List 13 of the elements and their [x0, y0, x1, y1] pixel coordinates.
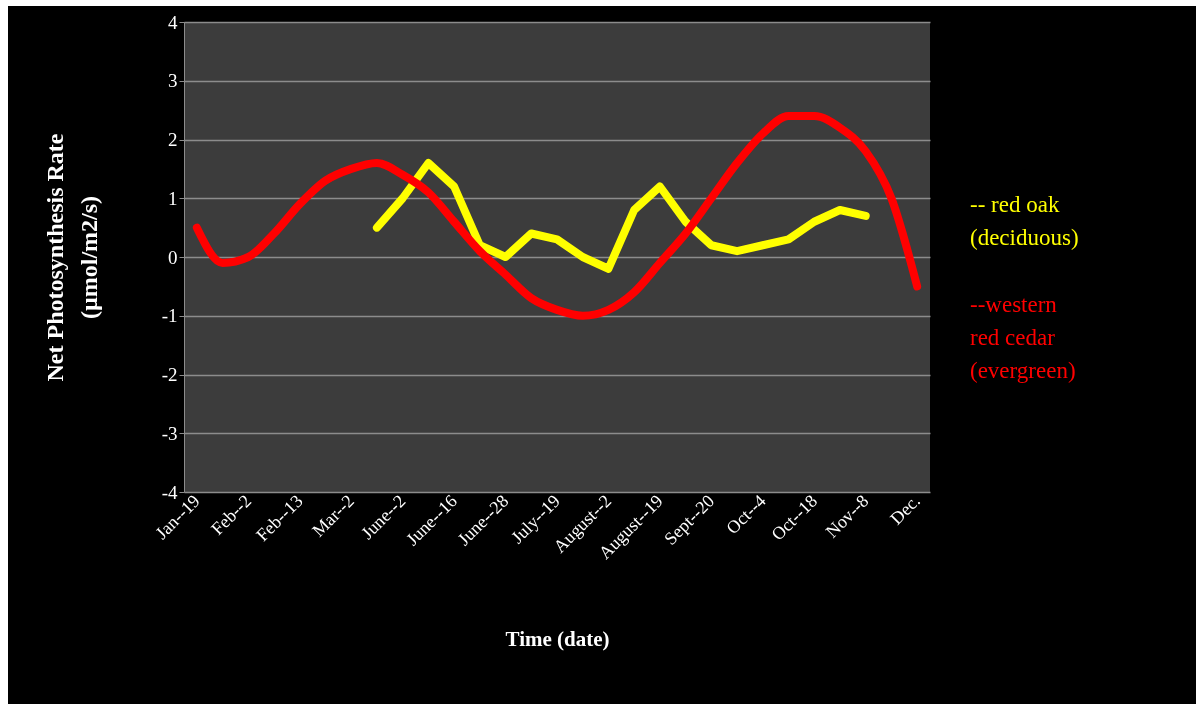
- x-axis-title: Time (date): [505, 626, 610, 651]
- y-tick-label: -2: [161, 364, 178, 385]
- text: --western red cedar (evergreen): [970, 292, 1076, 383]
- y-tick-label: 1: [168, 187, 178, 209]
- y-tick-label: 0: [168, 246, 178, 268]
- x-tick-label: Dec.: [886, 490, 924, 529]
- y-tick-label: -3: [161, 422, 178, 444]
- y-tick-label: 4: [168, 11, 178, 33]
- y-axis-title: Net Photosynthesis Rate (µmol/m2/s): [41, 133, 102, 382]
- y-tick-label: 3: [168, 70, 178, 92]
- y-tick-label: -1: [161, 305, 178, 327]
- y-tick-label: 2: [168, 129, 178, 150]
- text: -- red oak (deciduous): [970, 192, 1079, 250]
